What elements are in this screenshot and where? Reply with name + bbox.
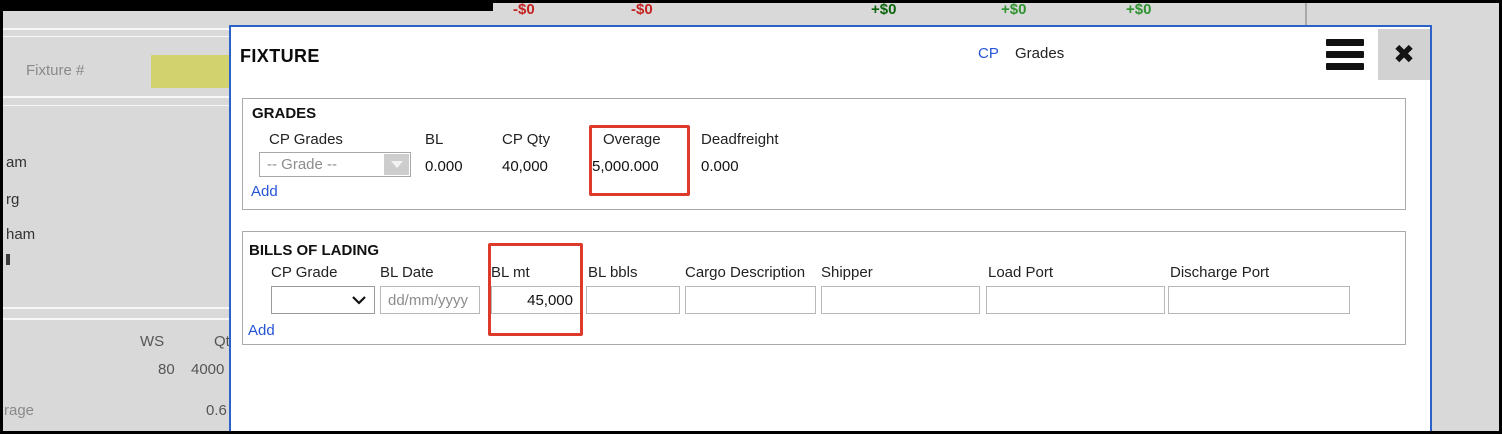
grades-section-heading: GRADES	[252, 105, 317, 122]
col-discharge-port: Discharge Port	[1170, 264, 1270, 281]
cp-qty-value: 40,000	[502, 158, 548, 175]
deadfreight-value: 0.000	[701, 158, 739, 175]
grade-select[interactable]: -- Grade --	[259, 152, 411, 177]
table-cell-value: 0.6	[206, 402, 227, 419]
bl-bbls-input[interactable]	[586, 286, 680, 314]
col-overage: Overage	[603, 131, 661, 148]
table-cell-ws: 80	[158, 361, 175, 378]
top-summary-strip: -$0 -$0 +$0 +$0 +$0	[3, 3, 1499, 24]
bl-value: 0.000	[425, 158, 463, 175]
summary-value-positive: +$0	[1001, 3, 1027, 18]
fixture-modal: FIXTURE CP Grades ✖ GRADES CP Grades BL …	[229, 25, 1432, 431]
bills-of-lading-section: BILLS OF LADING CP Grade BL Date BL mt B…	[242, 231, 1406, 345]
summary-value-negative: -$0	[631, 3, 653, 18]
hamburger-bar	[1326, 39, 1364, 46]
col-shipper: Shipper	[821, 264, 873, 281]
bl-mt-input[interactable]	[491, 286, 581, 314]
bol-cp-grade-select[interactable]	[271, 286, 375, 314]
tab-grades[interactable]: Grades	[1015, 45, 1065, 62]
col-bl: BL	[425, 131, 444, 148]
tab-cp-link[interactable]: CP	[978, 45, 999, 62]
cargo-description-input[interactable]	[685, 286, 816, 314]
col-deadfreight: Deadfreight	[701, 131, 779, 148]
modal-title: FIXTURE	[240, 46, 320, 66]
col-bl-date: BL Date	[380, 264, 434, 281]
table-cell-qty: 4000	[191, 361, 225, 378]
chevron-down-icon	[352, 296, 366, 305]
col-cp-qty: CP Qty	[502, 131, 551, 148]
column-header-qty: Qt	[214, 333, 230, 350]
summary-value-positive: +$0	[871, 3, 897, 18]
load-port-input[interactable]	[986, 286, 1165, 314]
list-item: am	[6, 154, 27, 171]
divider	[3, 105, 231, 106]
add-grade-link[interactable]: Add	[251, 183, 278, 200]
add-bol-link[interactable]: Add	[248, 322, 275, 339]
strip-divider	[1305, 3, 1307, 28]
col-cp-grades: CP Grades	[269, 131, 343, 148]
close-icon: ✖	[1393, 39, 1415, 69]
grades-section: GRADES CP Grades BL CP Qty Overage Deadf…	[242, 98, 1406, 210]
divider	[3, 36, 231, 37]
divider	[3, 28, 231, 30]
col-bl-mt: BL mt	[491, 264, 530, 281]
overage-value: 5,000.000	[592, 158, 659, 175]
divider	[3, 318, 231, 320]
summary-value-negative: -$0	[513, 3, 535, 18]
hamburger-menu-icon[interactable]	[1326, 39, 1366, 73]
top-dark-bar	[3, 3, 493, 11]
col-cp-grade: CP Grade	[271, 264, 338, 281]
summary-value-positive: +$0	[1126, 3, 1152, 18]
close-button[interactable]: ✖	[1378, 29, 1430, 80]
col-load-port: Load Port	[988, 264, 1054, 281]
row-label-clipped: rage	[4, 402, 35, 419]
discharge-port-input[interactable]	[1168, 286, 1350, 314]
clipped-text-fragment	[6, 254, 10, 265]
list-item: ham	[6, 226, 36, 243]
chevron-down-icon	[390, 161, 403, 168]
hamburger-bar	[1326, 63, 1364, 70]
dropdown-arrow-button[interactable]	[384, 154, 409, 175]
list-item: rg	[6, 191, 20, 208]
divider	[3, 307, 231, 309]
grade-select-placeholder: -- Grade --	[267, 156, 338, 173]
fixture-number-label: Fixture #	[26, 62, 85, 79]
shipper-input[interactable]	[821, 286, 980, 314]
hamburger-bar	[1326, 51, 1364, 58]
divider	[3, 96, 231, 98]
bl-date-input[interactable]	[380, 286, 480, 314]
col-cargo-description: Cargo Description	[685, 264, 806, 281]
fixture-number-input[interactable]	[151, 55, 231, 88]
col-bl-bbls: BL bbls	[588, 264, 638, 281]
column-header-ws: WS	[140, 333, 165, 350]
bol-section-heading: BILLS OF LADING	[249, 242, 379, 259]
